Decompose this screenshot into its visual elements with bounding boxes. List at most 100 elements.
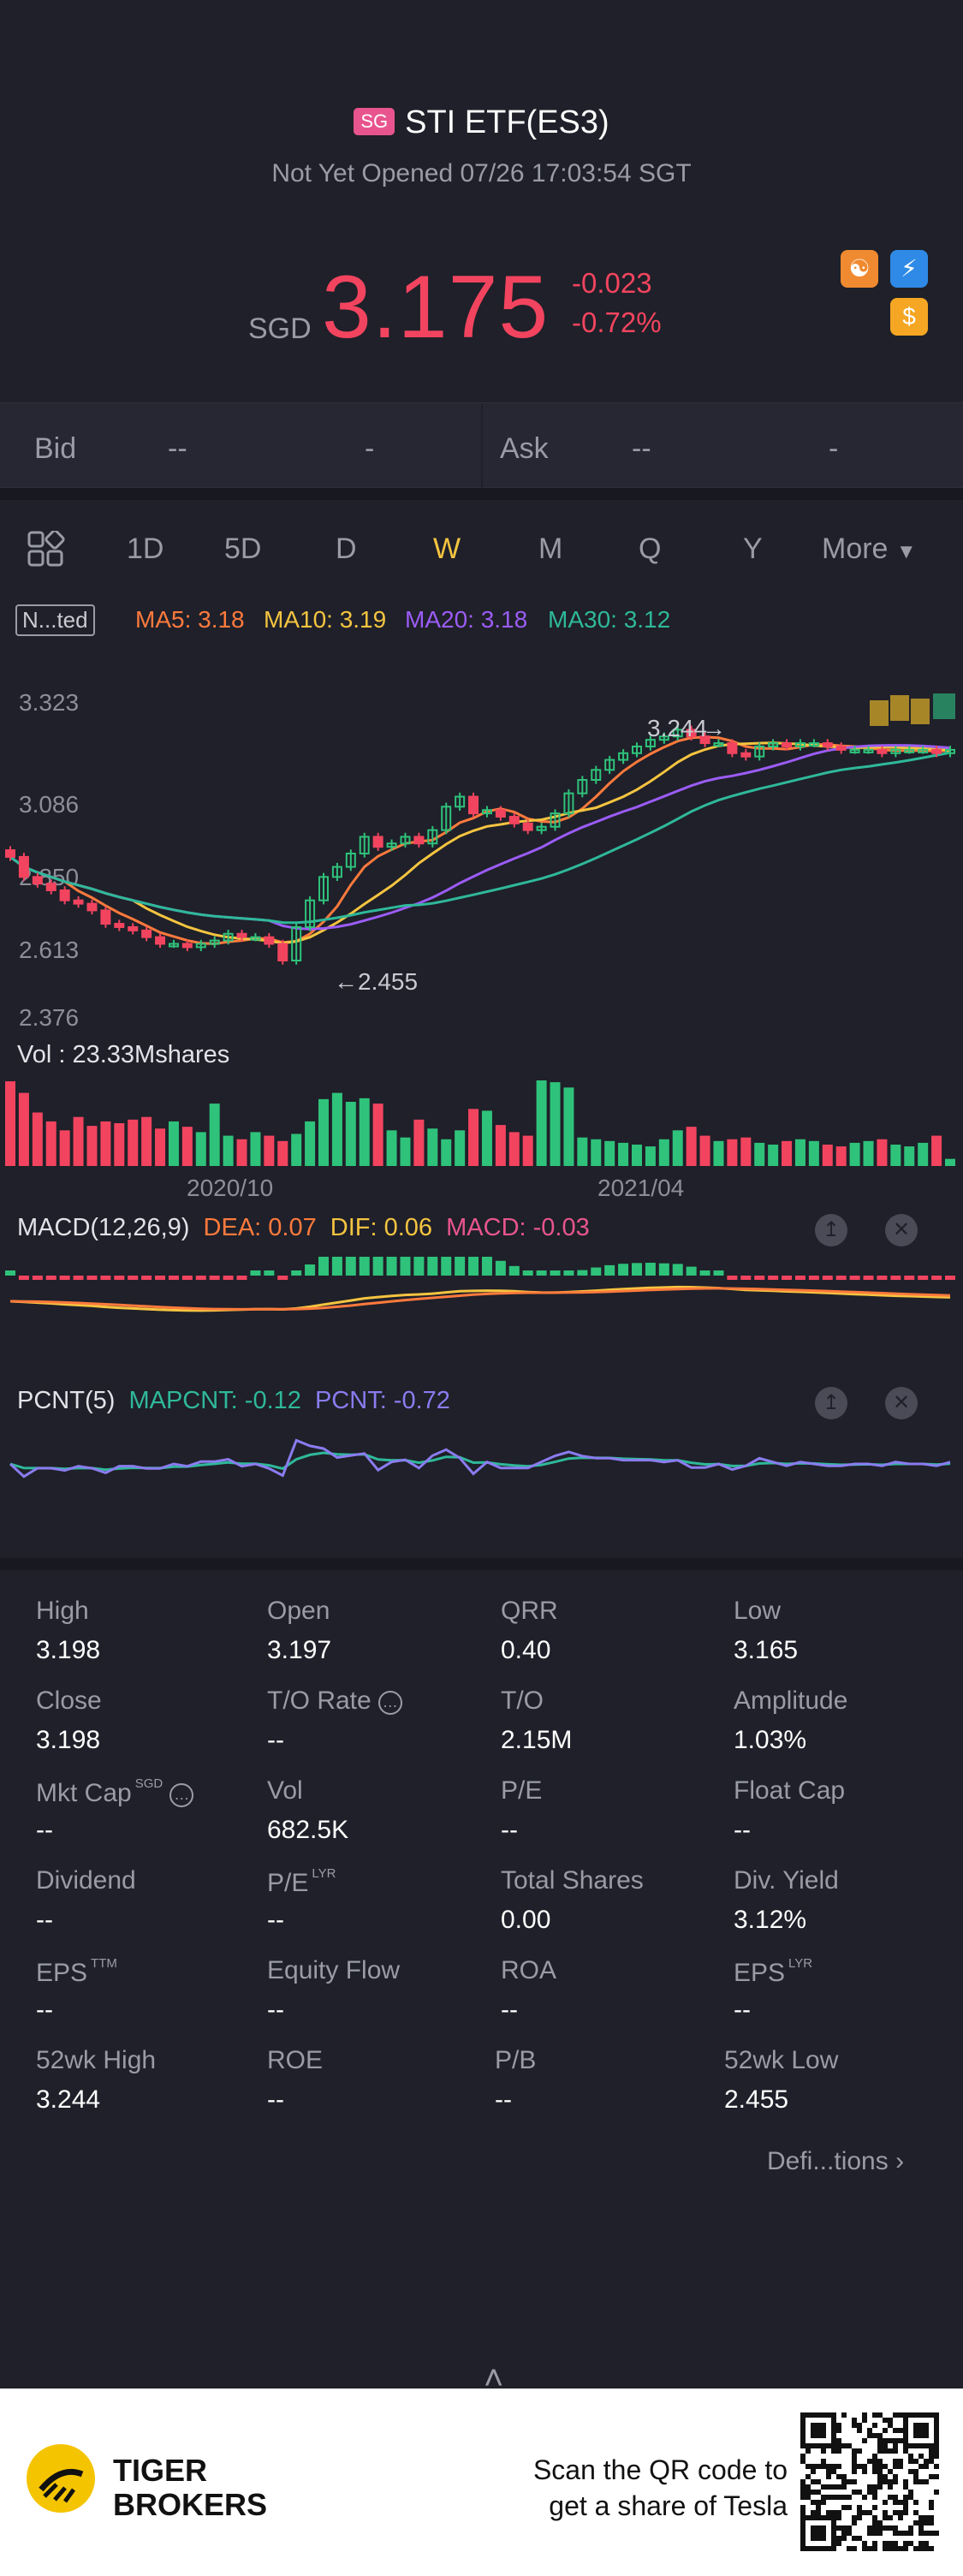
info-icon[interactable]: … xyxy=(169,1783,194,1807)
volume-bar xyxy=(686,1127,697,1166)
volume-bar xyxy=(413,1119,425,1166)
pin-icon[interactable]: ↥ xyxy=(815,1214,847,1246)
chevron-up-icon[interactable]: ˄ xyxy=(484,2359,504,2397)
brand-name: TIGER BROKERS xyxy=(113,2454,267,2522)
macd-bar xyxy=(508,1265,520,1276)
dea-line xyxy=(9,1287,951,1311)
stat-label: 52wk High xyxy=(36,2046,157,2074)
stat-label: P/B xyxy=(495,2046,537,2074)
stat-label: Total Shares xyxy=(501,1866,644,1895)
macd-bar xyxy=(468,1257,479,1276)
volume-bar xyxy=(699,1135,710,1166)
macd-chart[interactable] xyxy=(0,1250,963,1332)
event-marker[interactable] xyxy=(890,695,909,721)
volume-bar xyxy=(550,1082,561,1166)
candle xyxy=(195,939,206,952)
bid-price: -- xyxy=(168,432,187,465)
macd-value-label: MACD: -0.03 xyxy=(446,1214,590,1241)
pin-icon[interactable]: ↥ xyxy=(815,1387,847,1419)
macd-bar xyxy=(331,1257,342,1276)
dollar-icon[interactable]: $ xyxy=(890,298,928,336)
close-icon[interactable]: ✕ xyxy=(885,1387,918,1419)
macd-bar xyxy=(849,1276,860,1280)
volume-bar xyxy=(931,1135,942,1166)
candle xyxy=(181,939,193,952)
event-marker[interactable] xyxy=(870,700,889,726)
grid-icon[interactable] xyxy=(27,531,65,568)
candle xyxy=(808,739,819,747)
qr-code-icon[interactable] xyxy=(800,2412,939,2551)
tab-more[interactable]: More ▼ xyxy=(822,532,917,566)
event-marker[interactable] xyxy=(933,693,955,719)
macd-bar xyxy=(918,1276,929,1280)
volume-bar xyxy=(808,1140,819,1166)
bid-ask-divider xyxy=(481,403,483,489)
macd-bar xyxy=(236,1276,247,1280)
info-icon[interactable]: … xyxy=(377,1691,402,1715)
candle xyxy=(18,853,29,882)
volume-bar xyxy=(264,1135,275,1166)
volume-chart[interactable] xyxy=(0,1075,963,1168)
volume-bar xyxy=(181,1127,193,1166)
stat-value: -- xyxy=(36,1816,53,1844)
candle xyxy=(782,739,793,751)
macd-bar xyxy=(291,1270,302,1276)
candle xyxy=(849,746,860,754)
stat-value: -- xyxy=(495,2085,512,2114)
volume-bar xyxy=(468,1109,479,1166)
macd-bar xyxy=(277,1276,288,1280)
lightning-icon[interactable]: ⚡ xyxy=(890,250,928,288)
macd-bar xyxy=(168,1276,179,1280)
adjust-badge[interactable]: N...ted xyxy=(15,604,95,636)
low-arrow-icon: ← xyxy=(334,968,358,995)
tiger-logo-icon xyxy=(27,2444,95,2513)
volume-bar xyxy=(877,1139,888,1166)
volume-bar xyxy=(835,1146,847,1166)
definitions-link[interactable]: Defi...tions › xyxy=(767,2147,904,2176)
tab-y[interactable]: Y xyxy=(743,532,763,565)
volume-bar xyxy=(863,1140,874,1166)
macd-bar xyxy=(441,1257,452,1276)
volume-bar xyxy=(455,1130,466,1166)
macd-bar xyxy=(73,1276,84,1280)
close-icon[interactable]: ✕ xyxy=(885,1214,918,1246)
candle xyxy=(645,735,656,751)
event-marker[interactable] xyxy=(911,699,930,724)
stat-value: 682.5K xyxy=(267,1816,349,1844)
period-tabs: 1D 5D D W M Q Y More ▼ xyxy=(0,500,963,599)
candle xyxy=(291,923,302,965)
candle xyxy=(591,765,602,784)
candle xyxy=(305,896,316,931)
tab-5d[interactable]: 5D xyxy=(224,532,262,565)
candle xyxy=(835,742,847,754)
candle xyxy=(686,725,697,741)
tab-d[interactable]: D xyxy=(336,532,357,565)
tab-1d[interactable]: 1D xyxy=(127,532,164,565)
macd-bar xyxy=(141,1276,152,1280)
tab-w[interactable]: W xyxy=(433,532,461,565)
volume-bar xyxy=(427,1128,438,1166)
event-markers[interactable] xyxy=(870,693,955,726)
macd-bar xyxy=(86,1276,98,1280)
volume-bar xyxy=(141,1116,152,1166)
scan-line-1: Scan the QR code to xyxy=(532,2454,788,2485)
ma10-label: MA10: 3.19 xyxy=(264,606,387,633)
tab-q[interactable]: Q xyxy=(639,532,662,565)
macd-bar xyxy=(794,1276,805,1280)
candle xyxy=(495,806,506,821)
tab-m[interactable]: M xyxy=(538,532,563,565)
candle xyxy=(713,739,724,747)
candle xyxy=(536,823,547,835)
options-icon[interactable]: ☯ xyxy=(841,250,878,288)
market-status: Not Yet Opened 07/26 17:03:54 SGT xyxy=(271,159,692,187)
pcnt-chart[interactable] xyxy=(0,1430,963,1498)
candlestick-chart[interactable]: 3.323 3.086 2.850 2.613 2.376 3.244 → ← … xyxy=(0,668,963,1044)
macd-bar xyxy=(727,1276,738,1280)
high-arrow-icon: → xyxy=(702,715,726,741)
volume-bar xyxy=(305,1121,316,1166)
macd-dea-label: DEA: 0.07 xyxy=(203,1214,317,1241)
macd-bar xyxy=(904,1276,915,1280)
low-annotation: 2.455 xyxy=(358,968,418,995)
price-currency: SGD xyxy=(248,312,312,345)
candle xyxy=(672,725,683,741)
